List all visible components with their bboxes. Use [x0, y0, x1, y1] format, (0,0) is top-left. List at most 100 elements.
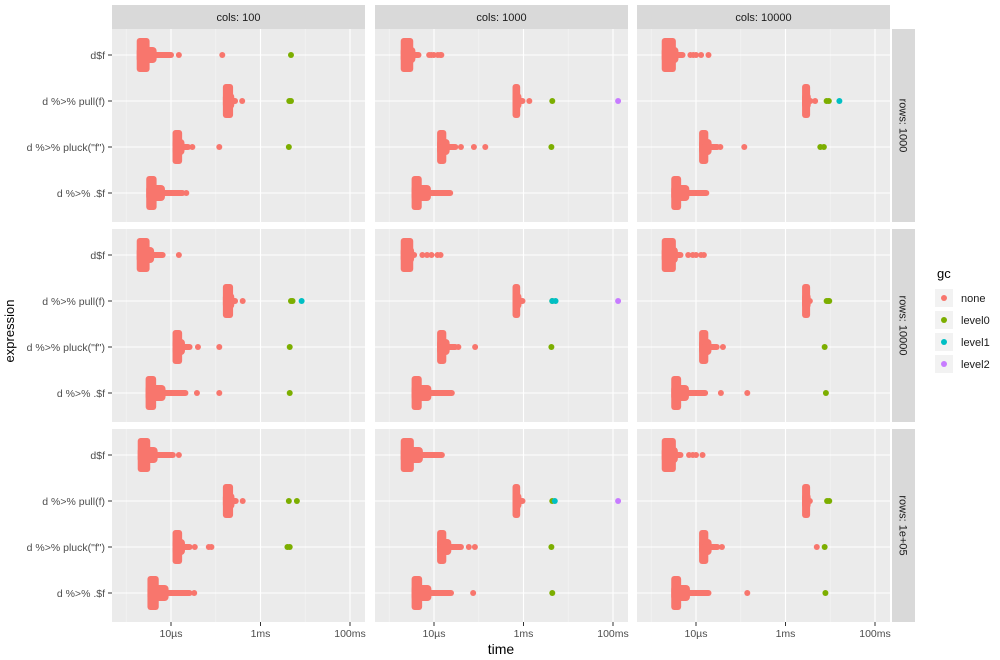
legend-label: none — [961, 293, 985, 305]
data-point-tail — [224, 298, 239, 304]
y-tick-label: d %>% pluck("f") — [27, 342, 105, 354]
data-point — [175, 252, 182, 258]
data-point — [193, 390, 200, 396]
x-tick-label: 1ms — [514, 628, 534, 640]
data-point — [191, 544, 198, 550]
row-strip-label: rows: 1000 — [897, 99, 909, 153]
data-point-tail — [804, 98, 814, 104]
data-point-tail — [514, 98, 526, 104]
row-strip — [892, 29, 915, 222]
x-axis-title: time — [488, 641, 515, 657]
data-point-tail — [149, 590, 193, 596]
data-point — [551, 498, 558, 504]
data-point — [719, 344, 726, 350]
data-point — [189, 144, 196, 150]
data-point — [549, 98, 556, 104]
row-strip — [892, 229, 915, 422]
data-point — [287, 52, 294, 58]
y-tick-label: d %>% .$f — [57, 188, 105, 200]
col-strip — [637, 5, 890, 29]
data-point-tail — [148, 190, 186, 196]
x-tick-label: 10µs — [160, 628, 183, 640]
row-strip — [892, 429, 915, 622]
data-point — [472, 344, 479, 350]
data-point-tail — [224, 98, 239, 104]
data-point — [216, 390, 223, 396]
data-point-tail — [673, 190, 710, 196]
data-point — [293, 498, 300, 504]
data-point — [285, 498, 292, 504]
data-point-tail — [138, 52, 174, 58]
legend-swatch — [941, 339, 947, 345]
data-point — [820, 144, 827, 150]
data-point — [191, 590, 198, 596]
data-point — [685, 252, 692, 258]
data-point — [822, 390, 829, 396]
data-point — [615, 498, 622, 504]
legend-label: level0 — [961, 315, 990, 327]
panel-points — [136, 238, 305, 410]
y-tick-label: d$f — [90, 250, 105, 262]
data-point — [216, 344, 223, 350]
panel-points — [661, 438, 833, 610]
col-strip-label: cols: 10000 — [735, 12, 791, 24]
data-point — [471, 544, 478, 550]
panel-points — [136, 38, 294, 210]
data-point — [812, 98, 819, 104]
data-point — [552, 298, 559, 304]
data-point-tail — [663, 452, 684, 458]
legend-label: level2 — [961, 359, 990, 371]
data-point — [428, 252, 435, 258]
y-tick-label: d %>% pull(f) — [42, 296, 105, 308]
data-point — [455, 344, 462, 350]
y-tick-label: d %>% .$f — [57, 388, 105, 400]
data-point-tail — [673, 390, 709, 396]
data-point — [813, 544, 820, 550]
data-point — [717, 390, 724, 396]
data-point-tail — [701, 544, 721, 550]
data-point — [239, 298, 246, 304]
data-point — [615, 298, 622, 304]
data-point — [285, 144, 292, 150]
data-point — [424, 252, 431, 258]
data-point — [470, 144, 477, 150]
data-point-tail — [701, 344, 720, 350]
data-point — [457, 144, 464, 150]
legend-swatch — [941, 295, 947, 301]
data-point — [693, 452, 699, 458]
data-point — [183, 190, 190, 196]
data-point-tail — [673, 590, 712, 596]
data-point — [717, 144, 724, 150]
data-point — [826, 298, 833, 304]
y-tick-label: d %>% pluck("f") — [27, 142, 105, 154]
panel-points — [400, 38, 622, 210]
data-point — [419, 252, 426, 258]
data-point — [465, 544, 472, 550]
y-axis-title: expression — [2, 300, 17, 363]
data-point-tail — [174, 544, 193, 550]
row-strip-label: rows: 1e+05 — [897, 495, 909, 555]
legend-title: gc — [937, 266, 951, 281]
y-tick-label: d$f — [90, 50, 105, 62]
data-point — [298, 298, 305, 304]
data-point-tail — [804, 298, 813, 304]
data-point — [175, 52, 182, 58]
row-strip-label: rows: 10000 — [897, 296, 909, 356]
data-point — [526, 98, 533, 104]
data-point — [718, 544, 725, 550]
data-point-tail — [413, 190, 454, 196]
x-tick-label: 10µs — [423, 628, 446, 640]
data-point-tail — [701, 144, 721, 150]
x-tick-label: 100ms — [334, 628, 366, 640]
data-point — [615, 98, 622, 104]
data-point — [219, 52, 226, 58]
data-point — [470, 590, 477, 596]
facet-panels: cols: 100 cols: 1000 cols: 10000 rows: 1000… — [27, 5, 915, 640]
data-point-tail — [224, 498, 239, 504]
data-point — [825, 98, 832, 104]
legend: none level0 level1 level2 — [935, 289, 990, 373]
data-point — [836, 98, 843, 104]
facet-panel — [375, 29, 628, 222]
data-point-tail — [439, 544, 464, 550]
